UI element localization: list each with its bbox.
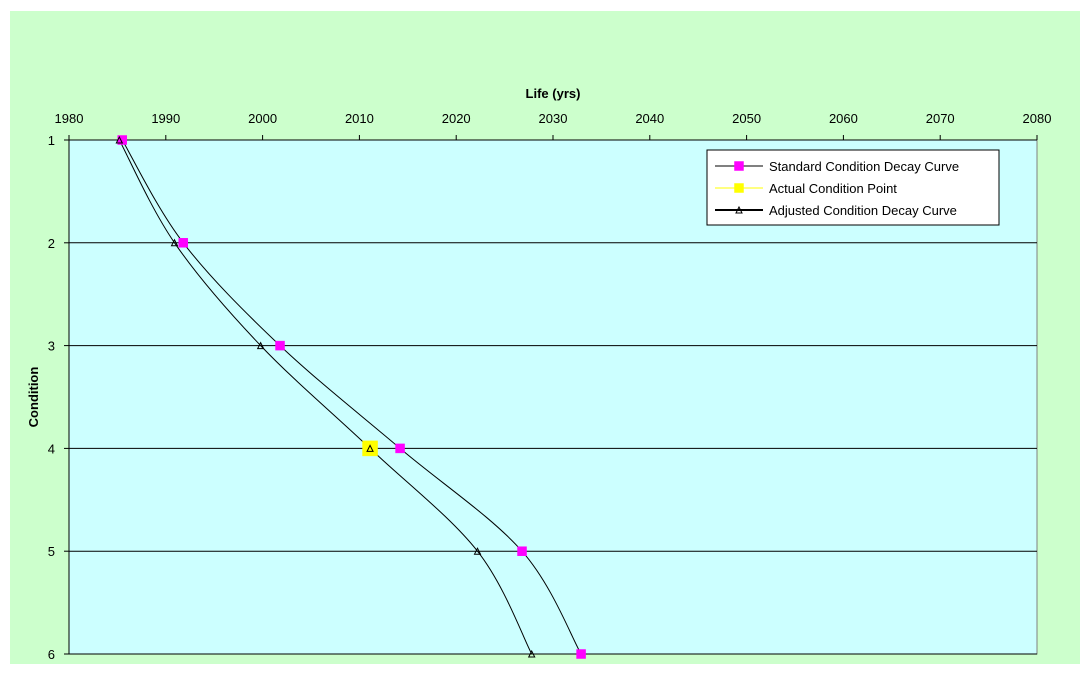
point-adjusted-condition-decay-curve-3 [366,444,374,452]
point-standard-condition-decay-curve-3 [395,443,405,454]
legend-label-adjusted-condition-decay-curve: Adjusted Condition Decay Curve [769,203,957,218]
point-adjusted-condition-decay-curve-1 [170,238,179,247]
legend-marker-actual-condition-point [734,183,744,193]
axes: 1 2 3 4 5 6 1980 1990 2000 2010 2020 2030 2040 2050 20… [48,111,1052,662]
legend-marker-adjusted-condition-decay-curve [735,205,743,214]
point-standard-condition-decay-curve-2 [275,340,285,351]
x-tick-label-2080: 2080 [1023,111,1052,126]
y-tick-label-6: 6 [48,647,55,662]
point-standard-condition-decay-curve-4 [517,546,527,556]
point-standard-condition-decay-curve-5 [576,649,586,659]
y-tick-label-3: 3 [48,339,55,354]
point-adjusted-condition-decay-curve-0 [115,135,124,144]
y-tick-label-2: 2 [48,236,55,251]
point-adjusted-condition-decay-curve-5 [527,649,536,658]
x-tick-label-2050: 2050 [732,111,761,126]
x-tick-label-2020: 2020 [442,111,471,126]
y-tick-label-5: 5 [48,544,55,559]
x-tick-label-2040: 2040 [635,111,664,126]
gridlines [69,139,1037,655]
x-tick-label-1990: 1990 [151,111,180,126]
legend-label-standard-condition-decay-curve: Standard Condition Decay Curve [769,159,959,174]
point-adjusted-condition-decay-curve-2 [256,341,265,350]
x-tick-label-2010: 2010 [345,111,374,126]
point-standard-condition-decay-curve-1 [178,238,188,248]
x-tick-label-1980: 1980 [55,111,84,126]
legend-label-actual-condition-point: Actual Condition Point [769,181,897,196]
legend-marker-standard-condition-decay-curve [734,161,744,171]
point-adjusted-condition-decay-curve-4 [473,547,482,555]
point-actual-condition-point-0 [362,440,378,457]
legend: Standard Condition Decay Curve Actual Con… [706,149,1000,226]
x-tick-label-2070: 2070 [926,111,955,126]
plot-area [68,139,1038,655]
x-axis-title: Life (yrs) [526,86,581,101]
x-tick-label-2030: 2030 [539,111,568,126]
y-axis-title: Condition [26,367,41,428]
x-tick-label-2060: 2060 [829,111,858,126]
y-tick-label-1: 1 [48,133,55,148]
x-tick-label-2000: 2000 [248,111,277,126]
y-tick-label-4: 4 [48,441,55,456]
series-layer [115,135,586,659]
